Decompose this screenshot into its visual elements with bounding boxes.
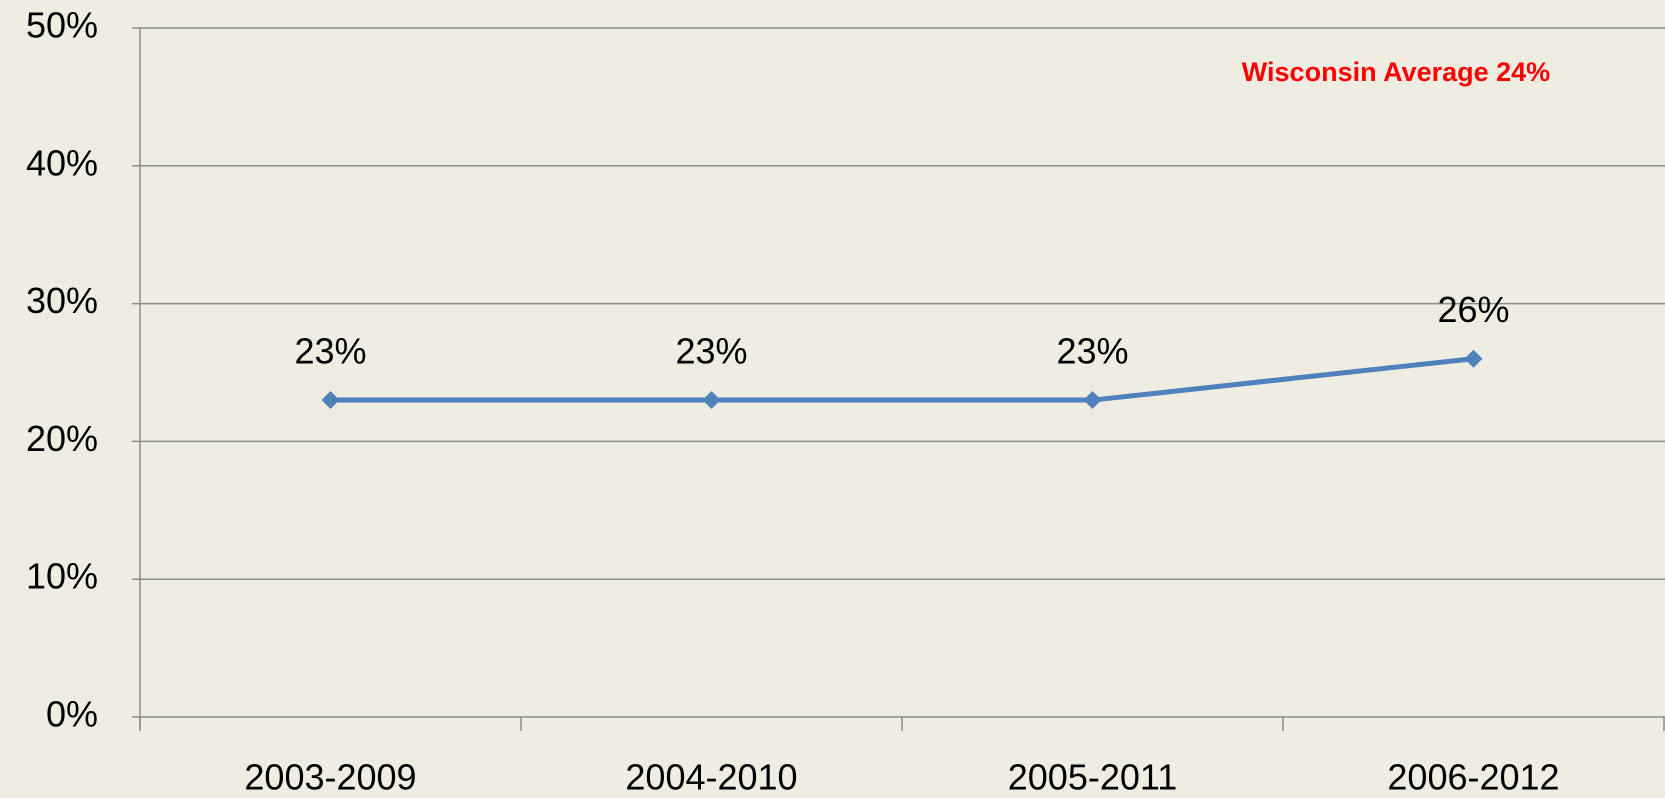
data-label: 23% [1056,331,1128,372]
data-point [702,391,721,410]
data-label: 23% [675,331,747,372]
data-point [321,391,340,410]
y-tick-label: 40% [26,142,98,183]
y-tick-label: 50% [26,5,98,46]
x-tick-label: 2006-2012 [1387,757,1559,798]
data-point [1083,391,1102,410]
series-line [330,356,1474,403]
x-tick-label: 2005-2011 [1008,757,1178,798]
data-point [1464,349,1483,368]
data-label: 26% [1437,289,1509,330]
y-tick-label: 30% [26,280,98,321]
y-tick-label: 10% [26,556,98,597]
x-tick-label: 2003-2009 [244,757,416,798]
x-tick-label: 2004-2010 [625,757,797,798]
y-tick-label: 0% [46,694,98,735]
annotation: Wisconsin Average 24% [1242,57,1550,87]
y-tick-label: 20% [26,418,98,459]
data-label: 23% [294,331,366,372]
